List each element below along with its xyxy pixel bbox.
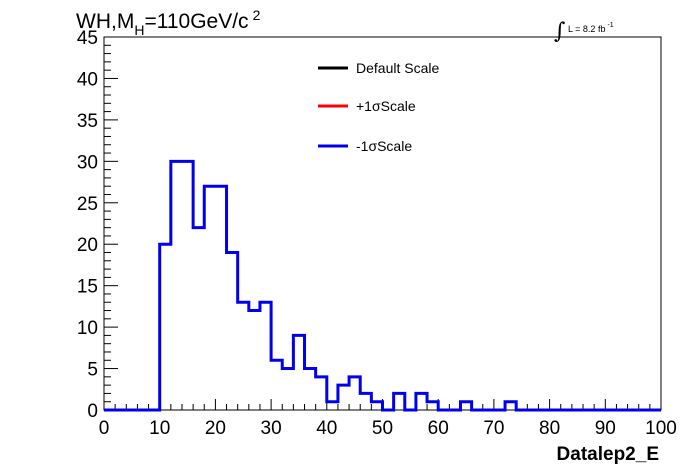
x-tick-label: 10 (149, 418, 170, 439)
x-tick-label: 50 (372, 418, 393, 439)
x-tick-label: 100 (645, 418, 677, 439)
legend: Default Scale +1σScale -1σScale (318, 60, 439, 154)
y-tick-label: 30 (77, 152, 98, 173)
x-tick-label: 80 (539, 418, 560, 439)
chart-title-superscript: 2 (253, 7, 261, 23)
x-tick-label: 40 (316, 418, 337, 439)
y-tick-label: 20 (77, 235, 98, 256)
series-group (104, 159, 661, 412)
y-axis-ticks (104, 36, 118, 411)
y-tick-label: 25 (77, 194, 98, 215)
luminosity-integral: ∫ (554, 19, 566, 44)
x-axis-label: Datalep2_E (557, 444, 659, 465)
x-tick-label: 20 (205, 418, 226, 439)
series-line-minus-1sigma (104, 159, 661, 412)
luminosity-text: L = 8.2 fb (568, 24, 605, 34)
x-tick-label: 70 (483, 418, 504, 439)
x-tick-label: 60 (428, 418, 449, 439)
chart-title-subscript: H (134, 22, 144, 38)
y-tick-label: 5 (87, 360, 98, 381)
y-tick-label: 10 (77, 318, 98, 339)
chart-title: WH,MH=110GeV/c 2 (76, 7, 261, 38)
legend-label-minus: -1σScale (356, 138, 412, 154)
y-tick-label: 40 (77, 69, 98, 90)
x-tick-label: 90 (595, 418, 616, 439)
y-axis-tick-labels: 0 5 10 15 20 25 30 35 40 45 (77, 28, 98, 422)
y-tick-label: 45 (77, 28, 98, 49)
y-tick-label: 35 (77, 111, 98, 132)
x-tick-label: 30 (261, 418, 282, 439)
x-axis-tick-labels: 0 10 20 30 40 50 60 70 80 90 100 (99, 418, 677, 439)
legend-label-default: Default Scale (356, 60, 439, 76)
chart-title-value: =110GeV/c (144, 10, 248, 33)
plot-frame (103, 36, 662, 411)
luminosity-superscript: -1 (607, 22, 613, 29)
x-tick-label: 0 (99, 418, 110, 439)
y-tick-label: 0 (87, 401, 98, 422)
luminosity-label: L = 8.2 fb -1 (568, 22, 614, 34)
chart-title-prefix: WH,M (76, 10, 134, 33)
legend-label-plus: +1σScale (356, 98, 416, 114)
y-tick-label: 15 (77, 277, 98, 298)
